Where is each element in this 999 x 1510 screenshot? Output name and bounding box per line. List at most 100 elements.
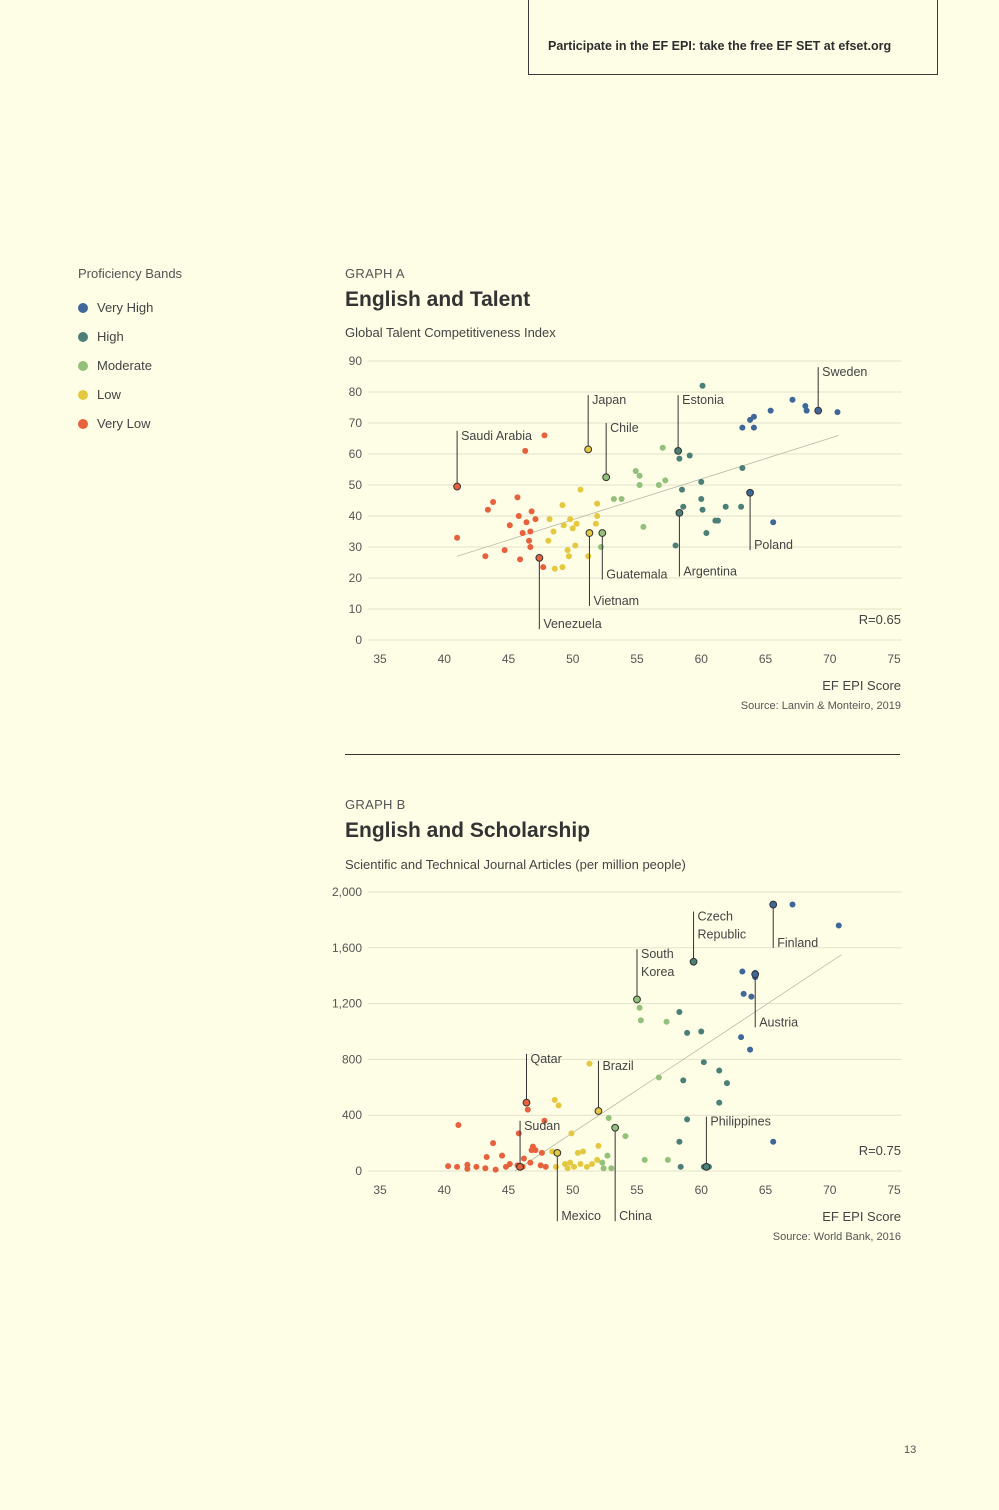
y-tick-label: 60 [349, 447, 363, 461]
data-point [586, 1060, 593, 1067]
country-label: Japan [592, 393, 626, 407]
page-number: 13 [904, 1444, 917, 1456]
data-point [640, 523, 647, 530]
data-point [564, 1165, 571, 1172]
cta-text[interactable]: Participate in the EF EPI: take the free… [548, 39, 892, 53]
chart-b-scatter: 0 400 800 1,200 1,600 2,000 35 40 45 50 55 60 65 70 75… [332, 885, 902, 1243]
country-label: Sweden [822, 365, 867, 379]
highlight-point [453, 482, 462, 491]
country-label: Qatar [530, 1052, 561, 1066]
data-point [515, 1130, 522, 1137]
data-point [537, 1162, 544, 1169]
data-point [740, 990, 747, 997]
data-point [583, 1163, 590, 1170]
legend-dot-icon [78, 360, 88, 371]
data-point [676, 1008, 683, 1015]
y-tick-label: 800 [342, 1052, 362, 1066]
y-tick-label: 30 [349, 540, 363, 554]
data-point [532, 516, 539, 523]
data-point [483, 1154, 490, 1161]
x-tick-label: 75 [887, 1183, 901, 1197]
data-point [577, 1161, 584, 1168]
country-label: Austria [759, 1015, 798, 1029]
y-tick-label: 10 [349, 602, 363, 616]
highlight-point [689, 957, 698, 966]
country-label: Estonia [682, 393, 724, 407]
data-point [636, 482, 643, 488]
data-point [684, 1029, 691, 1036]
data-point [664, 1156, 671, 1163]
country-label: Finland [777, 936, 818, 950]
data-point [659, 444, 666, 451]
legend-dot-icon [78, 331, 88, 342]
highlight-point [633, 995, 641, 1004]
data-point [559, 502, 566, 509]
x-tick-label: 60 [695, 652, 709, 666]
data-point [714, 517, 721, 524]
data-point [501, 547, 508, 554]
x-tick-label: 45 [502, 652, 516, 666]
highlight-point [584, 445, 593, 454]
data-point [636, 472, 643, 479]
legend-item-very-low: Very Low [78, 409, 182, 438]
data-point [523, 519, 530, 526]
data-point [598, 544, 605, 550]
data-point [526, 537, 533, 544]
data-point [464, 1161, 471, 1168]
x-tick-label: 70 [823, 652, 837, 666]
data-point [637, 1017, 644, 1024]
data-point [569, 525, 576, 532]
data-point [632, 468, 639, 475]
data-point [600, 1165, 607, 1172]
highlight-point [516, 1162, 524, 1171]
data-point [445, 1163, 452, 1170]
data-point [677, 1163, 684, 1170]
y-tick-label: 80 [349, 385, 363, 399]
legend-item-low: Low [78, 380, 182, 409]
country-label: Philippines [710, 1115, 770, 1129]
data-point [594, 1156, 601, 1163]
highlight-point [611, 1123, 620, 1132]
data-point [541, 432, 548, 439]
data-point [835, 922, 842, 929]
data-point [499, 1152, 506, 1159]
legend-item-moderate: Moderate [78, 351, 182, 380]
x-tick-label: 55 [630, 652, 644, 666]
highlight-point [702, 1162, 711, 1171]
data-point [455, 1121, 462, 1128]
data-point [506, 522, 513, 529]
data-point [568, 1130, 575, 1137]
country-label: Republic [698, 928, 747, 942]
data-point [716, 1067, 723, 1074]
data-point [515, 513, 522, 519]
source-note: Source: Lanvin & Monteiro, 2019 [741, 700, 901, 712]
y-tick-label: 70 [349, 416, 363, 430]
highlight-point [598, 529, 607, 537]
graph-a-subtitle: Global Talent Competitiveness Index [345, 325, 556, 340]
highlight-point [585, 529, 594, 537]
legend-label: Moderate [97, 358, 152, 373]
data-point [520, 1155, 527, 1162]
y-tick-label: 2,000 [332, 885, 362, 899]
data-point [636, 1004, 643, 1011]
data-point [545, 537, 552, 544]
data-point [655, 482, 662, 488]
legend-label: Low [97, 387, 121, 402]
data-point [698, 478, 705, 485]
data-point [834, 409, 841, 416]
data-point [492, 1166, 499, 1173]
legend-label: High [97, 329, 124, 344]
data-point [750, 413, 757, 420]
x-tick-label: 55 [630, 1183, 644, 1197]
legend-label: Very High [97, 300, 154, 315]
data-point [577, 486, 584, 493]
x-axis-title: EF EPI Score [822, 1209, 901, 1224]
x-tick-label: 60 [695, 1183, 709, 1197]
data-point [490, 499, 497, 506]
highlight-point [602, 473, 611, 482]
y-tick-label: 50 [349, 478, 363, 492]
data-point [698, 495, 705, 502]
country-label: Poland [754, 538, 793, 552]
data-point [550, 528, 557, 535]
data-point [748, 993, 755, 1000]
